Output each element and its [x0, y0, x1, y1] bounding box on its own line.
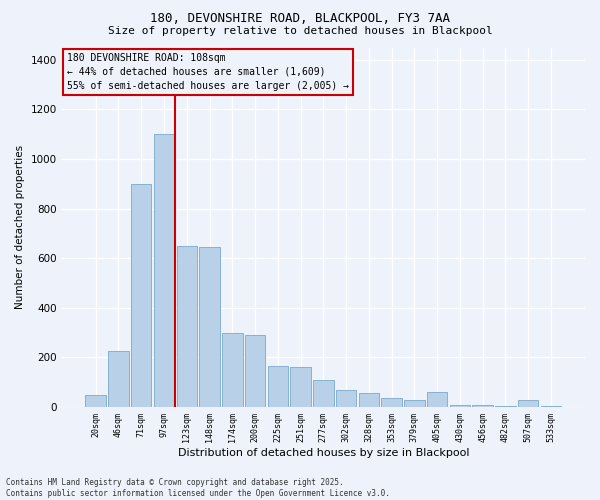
Bar: [336, 390, 356, 407]
Bar: [85, 394, 106, 407]
Bar: [472, 404, 493, 407]
Bar: [427, 392, 448, 407]
Bar: [541, 406, 561, 407]
Bar: [245, 335, 265, 407]
Bar: [382, 398, 402, 407]
Bar: [449, 404, 470, 407]
X-axis label: Distribution of detached houses by size in Blackpool: Distribution of detached houses by size …: [178, 448, 469, 458]
Bar: [313, 380, 334, 407]
Text: Size of property relative to detached houses in Blackpool: Size of property relative to detached ho…: [107, 26, 493, 36]
Bar: [518, 400, 538, 407]
Bar: [131, 184, 151, 407]
Bar: [290, 368, 311, 407]
Y-axis label: Number of detached properties: Number of detached properties: [15, 145, 25, 310]
Bar: [176, 246, 197, 407]
Bar: [404, 400, 425, 407]
Bar: [359, 394, 379, 407]
Bar: [108, 352, 129, 407]
Bar: [495, 406, 515, 407]
Text: 180, DEVONSHIRE ROAD, BLACKPOOL, FY3 7AA: 180, DEVONSHIRE ROAD, BLACKPOOL, FY3 7AA: [150, 12, 450, 26]
Bar: [268, 366, 288, 407]
Bar: [154, 134, 174, 407]
Bar: [199, 247, 220, 407]
Bar: [222, 332, 242, 407]
Text: Contains HM Land Registry data © Crown copyright and database right 2025.
Contai: Contains HM Land Registry data © Crown c…: [6, 478, 390, 498]
Text: 180 DEVONSHIRE ROAD: 108sqm
← 44% of detached houses are smaller (1,609)
55% of : 180 DEVONSHIRE ROAD: 108sqm ← 44% of det…: [67, 53, 349, 91]
